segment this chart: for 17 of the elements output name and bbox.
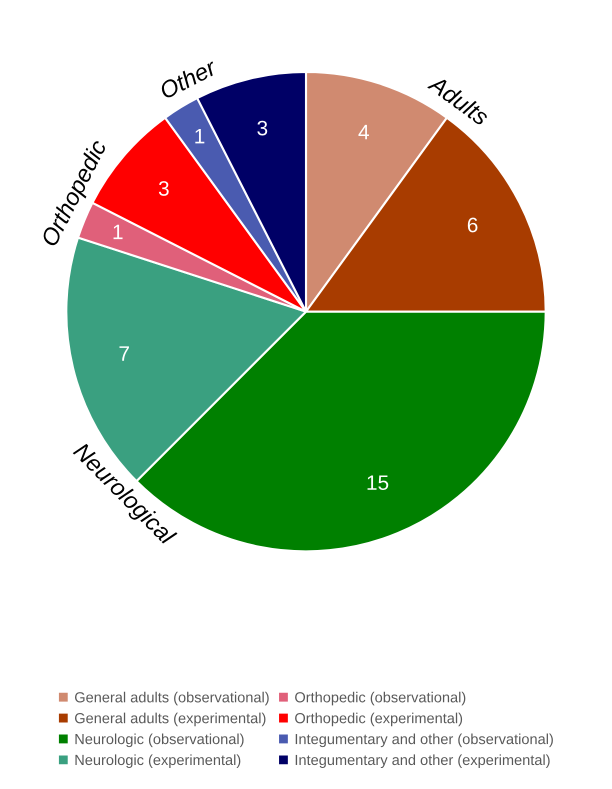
data-label: 1 <box>195 128 204 144</box>
data-label: 4 <box>358 124 369 140</box>
legend-label: General adults (experimental) <box>74 712 266 726</box>
legend-label: Neurologic (observational) <box>75 734 244 748</box>
data-label: 15 <box>368 475 388 490</box>
data-label: 7 <box>119 346 129 361</box>
data-label: 6 <box>468 218 478 232</box>
data-label: 3 <box>158 181 169 196</box>
legend-label: General adults (observational) <box>74 692 269 706</box>
legend-label: Neurologic (experimental) <box>75 754 240 768</box>
text: Other <box>158 57 218 100</box>
legend-label: Orthopedic (observational) <box>295 692 466 706</box>
legend-label: Integumentary and other (experimental) <box>296 754 550 768</box>
data-label: 1 <box>114 224 123 240</box>
legend-label: Orthopedic (experimental) <box>295 712 462 726</box>
data-label: 3 <box>257 120 268 136</box>
legend-label: Integumentary and other (observational) <box>296 734 553 748</box>
